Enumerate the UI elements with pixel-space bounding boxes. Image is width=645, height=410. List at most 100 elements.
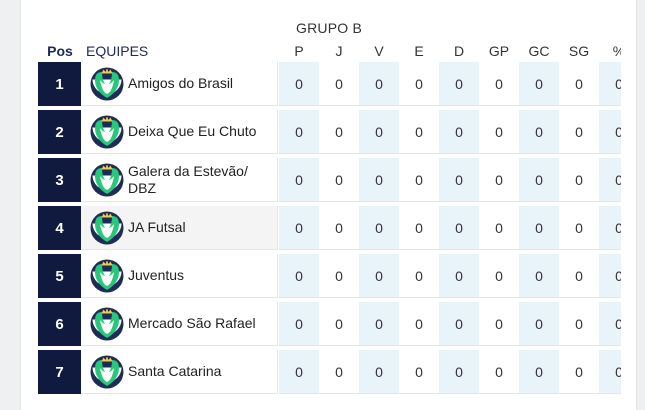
stat-cell: 0 [479, 158, 519, 202]
team-name: JA Futsal [128, 219, 186, 235]
stat-cell: 0 [439, 110, 479, 154]
table-row[interactable]: 1 Amigos do Brasil 0 0 0 0 0 0 0 0 0 [38, 62, 621, 106]
stat-cell: 0 [599, 302, 621, 346]
team-name: Mercado São Rafael [128, 315, 256, 331]
team-logo-icon [90, 163, 124, 196]
team-name: Galera da Estevão/ DBZ [128, 162, 248, 196]
position-badge: 3 [38, 158, 81, 202]
stat-cell: 0 [359, 254, 399, 298]
team-cell[interactable]: Mercado São Rafael [81, 302, 278, 346]
stat-cell: 0 [519, 350, 559, 394]
team-name: Amigos do Brasil [128, 75, 234, 91]
stat-cell: 0 [279, 302, 319, 346]
stat-cell: 0 [399, 158, 439, 202]
team-name: Deixa Que Eu Chuto [128, 123, 257, 139]
header-team: EQUIPES [86, 43, 149, 59]
stat-cell: 0 [599, 158, 621, 202]
stat-cell: 0 [399, 206, 439, 250]
stat-cell: 0 [519, 254, 559, 298]
stat-cell: 0 [559, 158, 599, 202]
header-pos: Pos [47, 43, 73, 59]
stat-cell: 0 [479, 350, 519, 394]
stat-cell: 0 [599, 254, 621, 298]
stat-cell: 0 [439, 350, 479, 394]
team-cell[interactable]: Galera da Estevão/ DBZ [81, 158, 278, 202]
team-cell[interactable]: JA Futsal [81, 206, 278, 250]
stat-cell: 0 [519, 206, 559, 250]
stat-cell: 0 [559, 206, 599, 250]
header-stat: P [294, 43, 304, 59]
table-row[interactable]: 6 Mercado São Rafael 0 0 0 0 0 0 0 0 0 [38, 302, 621, 346]
stat-cell: 0 [319, 206, 359, 250]
team-name: Santa Catarina [128, 363, 222, 379]
team-logo-icon [90, 355, 124, 388]
header-stat: SG [568, 43, 590, 59]
stat-cell: 0 [359, 110, 399, 154]
header-stat: D [453, 43, 465, 59]
table-row[interactable]: 4 JA Futsal 0 0 0 0 0 0 0 0 0 [38, 206, 621, 250]
table-row[interactable]: 7 Santa Catarina 0 0 0 0 0 0 0 0 0 [38, 350, 621, 394]
position-badge: 4 [38, 206, 81, 250]
team-logo-icon [90, 211, 124, 244]
stat-cell: 0 [479, 62, 519, 106]
header-stat: E [414, 43, 424, 59]
stat-cell: 0 [319, 350, 359, 394]
stat-cell: 0 [279, 206, 319, 250]
stat-cell: 0 [399, 350, 439, 394]
stat-cell: 0 [439, 158, 479, 202]
stat-cell: 0 [559, 254, 599, 298]
header-stat: % [599, 42, 621, 60]
position-badge: 2 [38, 110, 81, 154]
stat-cell: 0 [399, 254, 439, 298]
table-row[interactable]: 3 Galera da Estevão/ DBZ 0 0 0 0 0 0 0 0 0 [38, 158, 621, 202]
stat-cell: 0 [399, 62, 439, 106]
team-cell[interactable]: Amigos do Brasil [81, 62, 278, 106]
team-cell[interactable]: Santa Catarina [81, 350, 278, 394]
team-cell[interactable]: Juventus [81, 254, 278, 298]
stat-cell: 0 [599, 350, 621, 394]
position-badge: 1 [38, 62, 81, 106]
stat-cell: 0 [279, 62, 319, 106]
team-logo-icon [90, 259, 124, 292]
stat-cell: 0 [559, 62, 599, 106]
stat-cell: 0 [359, 302, 399, 346]
stat-cell: 0 [359, 350, 399, 394]
stat-cell: 0 [479, 302, 519, 346]
stat-cell: 0 [279, 350, 319, 394]
header-stat: GP [488, 43, 510, 59]
position-badge: 5 [38, 254, 81, 298]
stat-cell: 0 [319, 254, 359, 298]
table-row[interactable]: 2 Deixa Que Eu Chuto 0 0 0 0 0 0 0 0 0 [38, 110, 621, 154]
team-logo-icon [90, 67, 124, 100]
team-name: Juventus [128, 267, 185, 283]
team-cell[interactable]: Deixa Que Eu Chuto [81, 110, 278, 154]
stat-cell: 0 [599, 110, 621, 154]
stat-cell: 0 [279, 158, 319, 202]
stat-cell: 0 [359, 62, 399, 106]
stat-cell: 0 [479, 254, 519, 298]
team-logo-icon [90, 115, 124, 148]
stat-cell: 0 [599, 62, 621, 106]
stat-cell: 0 [399, 110, 439, 154]
stat-cell: 0 [519, 110, 559, 154]
stat-cell: 0 [359, 158, 399, 202]
group-title: GRUPO B [296, 20, 362, 36]
stat-cell: 0 [439, 254, 479, 298]
header-stat: V [374, 43, 384, 59]
stat-cell: 0 [559, 302, 599, 346]
stat-cell: 0 [559, 110, 599, 154]
stat-cell: 0 [319, 302, 359, 346]
header-stat: J [335, 43, 343, 59]
stat-cell: 0 [279, 254, 319, 298]
stat-cell: 0 [479, 206, 519, 250]
header-stat: GC [528, 43, 550, 59]
stat-cell: 0 [519, 158, 559, 202]
stat-cell: 0 [279, 110, 319, 154]
stat-cell: 0 [439, 302, 479, 346]
stat-cell: 0 [519, 62, 559, 106]
stat-cell: 0 [439, 206, 479, 250]
stat-cell: 0 [479, 110, 519, 154]
stat-cell: 0 [559, 350, 599, 394]
stat-cell: 0 [519, 302, 559, 346]
table-row[interactable]: 5 Juventus 0 0 0 0 0 0 0 0 0 [38, 254, 621, 298]
